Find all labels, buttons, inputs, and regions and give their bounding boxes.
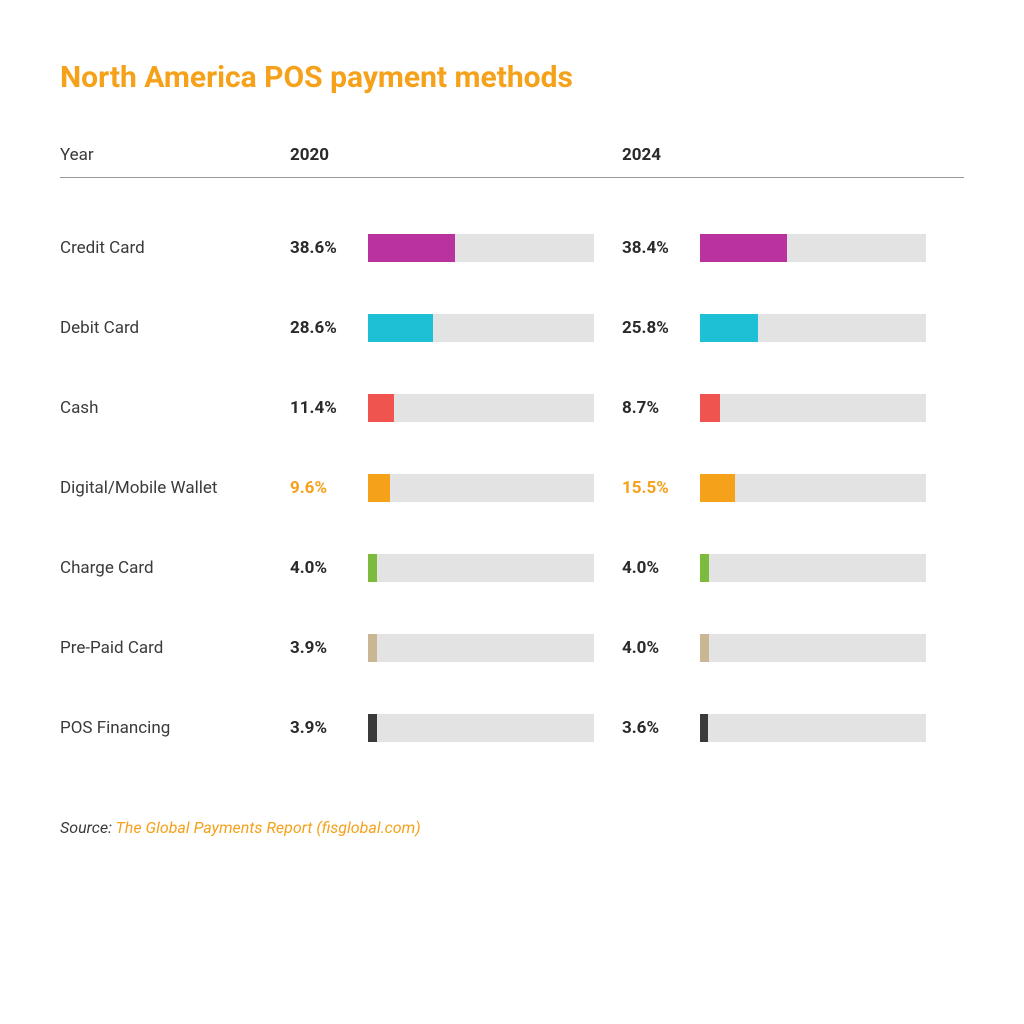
pct-value: 3.9% <box>290 718 368 738</box>
table-row: Credit Card38.6% 38.4% <box>60 208 964 288</box>
table-row: Charge Card4.0%4.0% <box>60 528 964 608</box>
year-cell-1: 3.9% <box>290 634 622 662</box>
bar-track <box>700 394 926 422</box>
bar-fill <box>700 554 709 582</box>
bar-fill <box>368 474 390 502</box>
table-row: Pre-Paid Card3.9% 4.0% <box>60 608 964 688</box>
year-cell-1: 28.6% <box>290 314 622 342</box>
bar-track <box>700 234 926 262</box>
bar-fill <box>700 634 709 662</box>
header-year-2: 2024 <box>622 145 954 165</box>
bar-track <box>368 474 594 502</box>
year-cell-1: 4.0% <box>290 554 622 582</box>
bar-track <box>700 314 926 342</box>
year-cell-2: 4.0% <box>622 554 954 582</box>
row-label: Pre-Paid Card <box>60 638 290 658</box>
pct-value: 28.6% <box>290 318 368 338</box>
data-rows: Credit Card38.6% 38.4% Debit Card28.6% 25.8… <box>60 208 964 768</box>
bar-track <box>700 634 926 662</box>
pct-value: 11.4% <box>290 398 368 418</box>
year-cell-1: 38.6% <box>290 234 622 262</box>
row-label: Digital/Mobile Wallet <box>60 478 290 498</box>
bar-fill <box>368 714 377 742</box>
bar-track <box>368 314 594 342</box>
table-row: Debit Card28.6% 25.8% <box>60 288 964 368</box>
pct-value: 15.5% <box>622 478 700 498</box>
row-label: Charge Card <box>60 558 290 578</box>
year-cell-1: 11.4% <box>290 394 622 422</box>
bar-fill <box>368 554 377 582</box>
table-row: POS Financing3.9% 3.6% <box>60 688 964 768</box>
source-link[interactable]: The Global Payments Report (fisglobal.co… <box>116 818 421 837</box>
bar-track <box>368 394 594 422</box>
bar-track <box>368 554 594 582</box>
pct-value: 3.9% <box>290 638 368 658</box>
header-year-1: 2020 <box>290 145 622 165</box>
bar-track <box>700 714 926 742</box>
row-label: Cash <box>60 398 290 418</box>
year-cell-1: 3.9% <box>290 714 622 742</box>
year-cell-2: 3.6% <box>622 714 954 742</box>
year-cell-2: 25.8% <box>622 314 954 342</box>
year-cell-2: 4.0% <box>622 634 954 662</box>
year-cell-2: 38.4% <box>622 234 954 262</box>
bar-fill <box>700 314 758 342</box>
pct-value: 25.8% <box>622 318 700 338</box>
bar-track <box>368 234 594 262</box>
pct-value: 4.0% <box>290 558 368 578</box>
pct-value: 3.6% <box>622 718 700 738</box>
bar-track <box>368 634 594 662</box>
source-prefix: Source: <box>60 818 116 837</box>
table-row: Cash11.4% 8.7% <box>60 368 964 448</box>
row-label: POS Financing <box>60 718 290 738</box>
bar-fill <box>700 394 720 422</box>
bar-fill <box>368 394 394 422</box>
bar-track <box>700 554 926 582</box>
table-row: Digital/Mobile Wallet9.6% 15.5% <box>60 448 964 528</box>
bar-fill <box>700 714 708 742</box>
pct-value: 4.0% <box>622 558 700 578</box>
bar-fill <box>700 234 787 262</box>
row-label: Credit Card <box>60 238 290 258</box>
header-year-label: Year <box>60 145 290 165</box>
pct-value: 9.6% <box>290 478 368 498</box>
bar-track <box>368 714 594 742</box>
year-cell-2: 8.7% <box>622 394 954 422</box>
bar-fill <box>368 634 377 662</box>
pct-value: 38.4% <box>622 238 700 258</box>
table-header: Year 2020 2024 <box>60 145 964 178</box>
pct-value: 4.0% <box>622 638 700 658</box>
bar-fill <box>700 474 735 502</box>
year-cell-1: 9.6% <box>290 474 622 502</box>
chart-title: North America POS payment methods <box>60 60 964 95</box>
pct-value: 8.7% <box>622 398 700 418</box>
source-line: Source: The Global Payments Report (fisg… <box>60 818 964 837</box>
bar-fill <box>368 314 433 342</box>
bar-fill <box>368 234 455 262</box>
year-cell-2: 15.5% <box>622 474 954 502</box>
pct-value: 38.6% <box>290 238 368 258</box>
bar-track <box>700 474 926 502</box>
row-label: Debit Card <box>60 318 290 338</box>
